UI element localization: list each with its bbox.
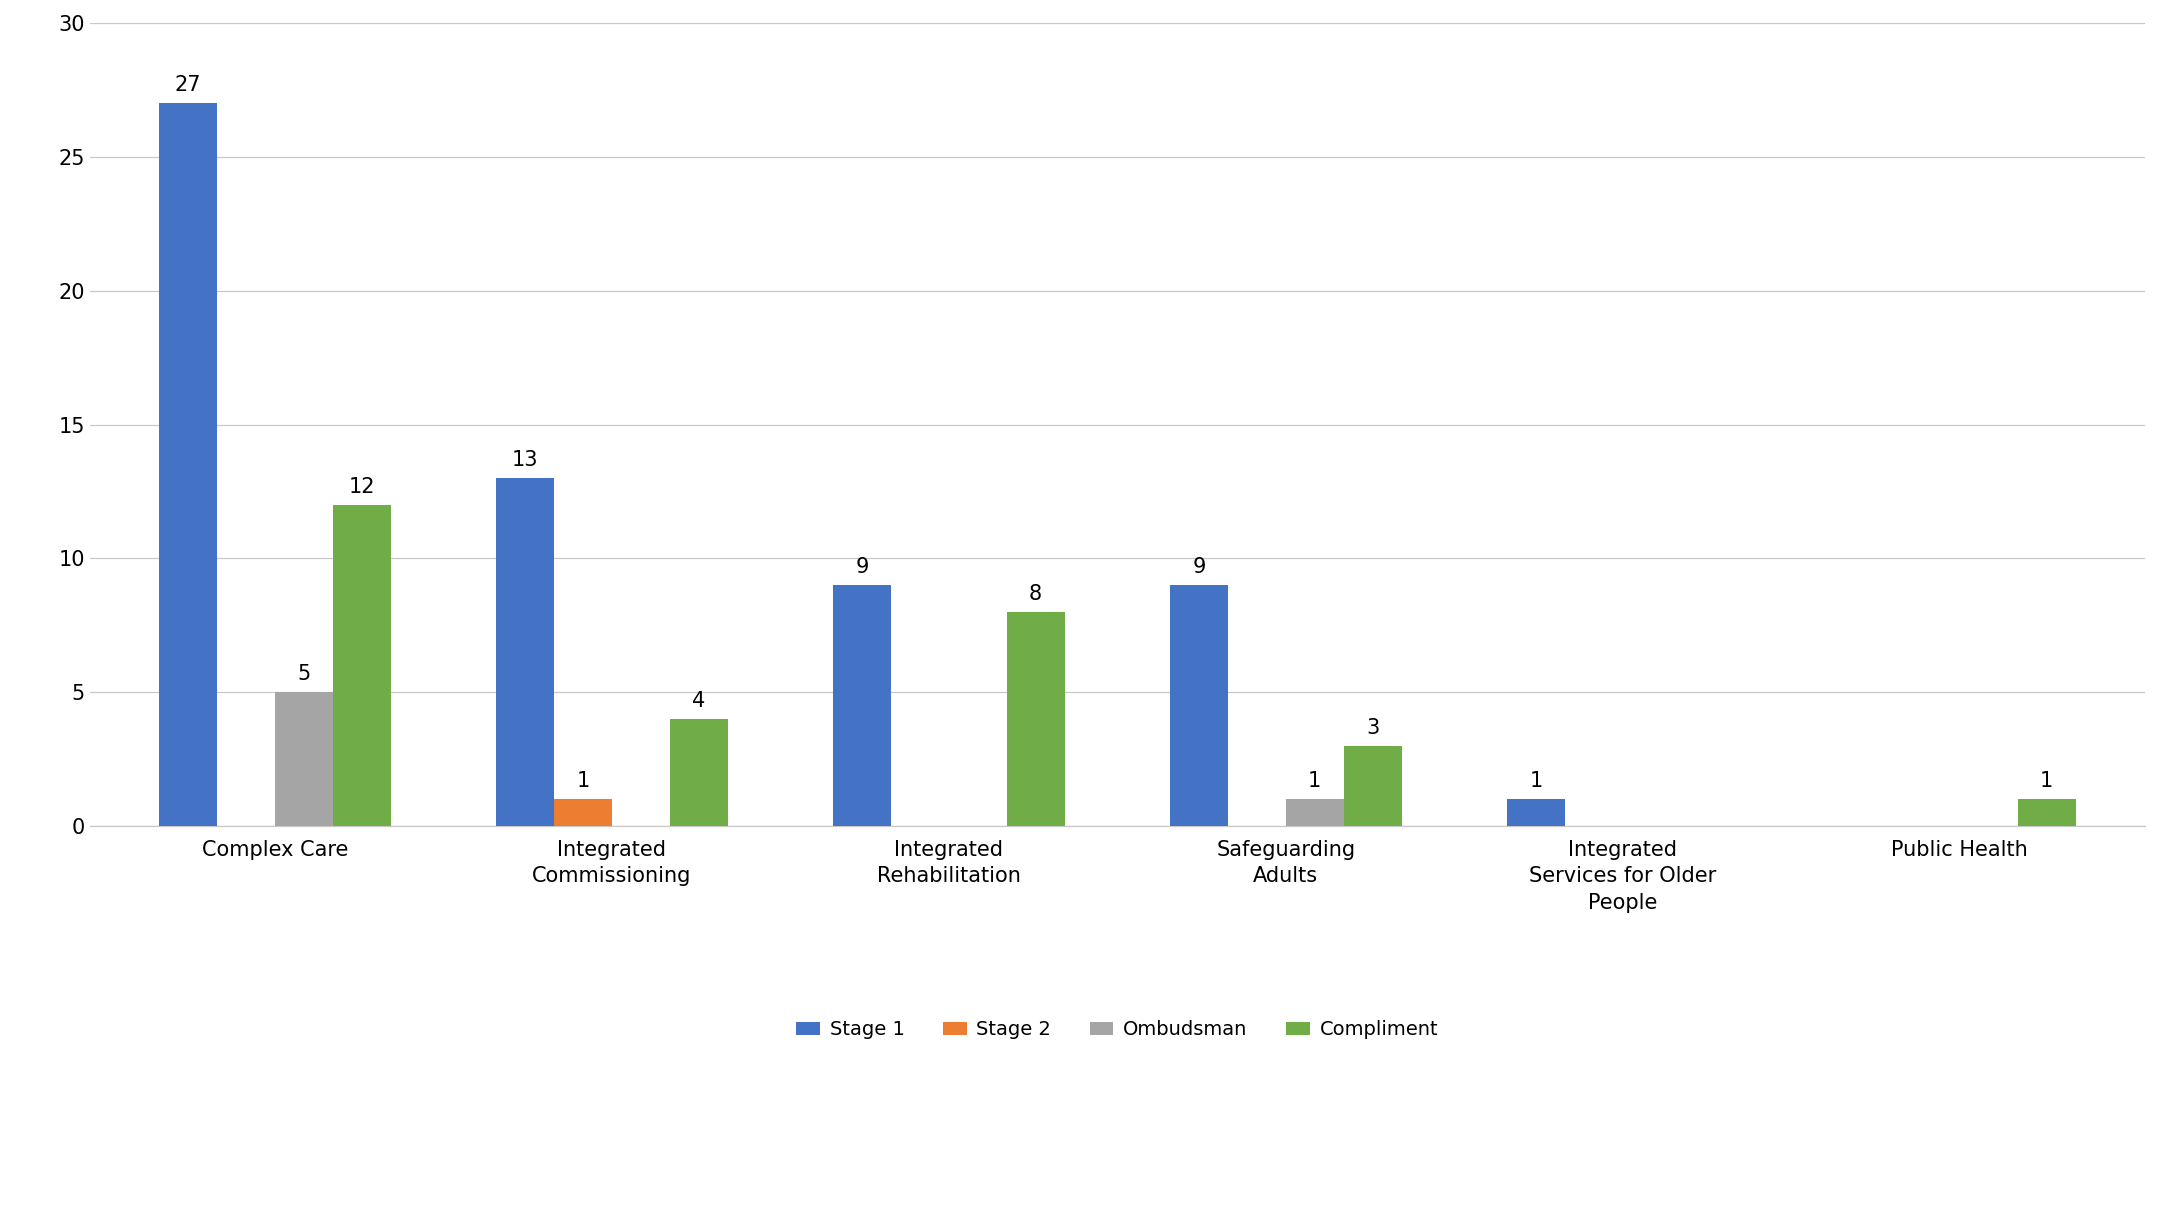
Text: 1: 1 xyxy=(1529,771,1542,791)
Text: 5: 5 xyxy=(298,664,311,685)
Bar xyxy=(274,692,333,827)
Bar xyxy=(497,479,553,827)
Bar xyxy=(670,719,728,827)
Text: 12: 12 xyxy=(348,476,376,497)
Bar xyxy=(553,800,611,827)
Text: 4: 4 xyxy=(691,691,706,711)
Text: 1: 1 xyxy=(1309,771,1322,791)
Bar xyxy=(1171,585,1227,827)
Text: 9: 9 xyxy=(855,558,868,577)
Bar xyxy=(1007,612,1065,827)
Text: 9: 9 xyxy=(1192,558,1205,577)
Text: 13: 13 xyxy=(512,450,538,470)
Text: 27: 27 xyxy=(175,75,201,96)
Text: 3: 3 xyxy=(1365,718,1380,738)
Bar xyxy=(834,585,890,827)
Text: 8: 8 xyxy=(1028,584,1043,604)
Legend: Stage 1, Stage 2, Ombudsman, Compliment: Stage 1, Stage 2, Ombudsman, Compliment xyxy=(788,1013,1445,1047)
Bar xyxy=(1344,745,1402,827)
Text: 1: 1 xyxy=(2039,771,2054,791)
Bar xyxy=(1285,800,1344,827)
Bar xyxy=(2017,800,2076,827)
Bar xyxy=(333,505,391,827)
Bar xyxy=(160,103,216,827)
Text: 1: 1 xyxy=(577,771,590,791)
Bar xyxy=(1508,800,1564,827)
